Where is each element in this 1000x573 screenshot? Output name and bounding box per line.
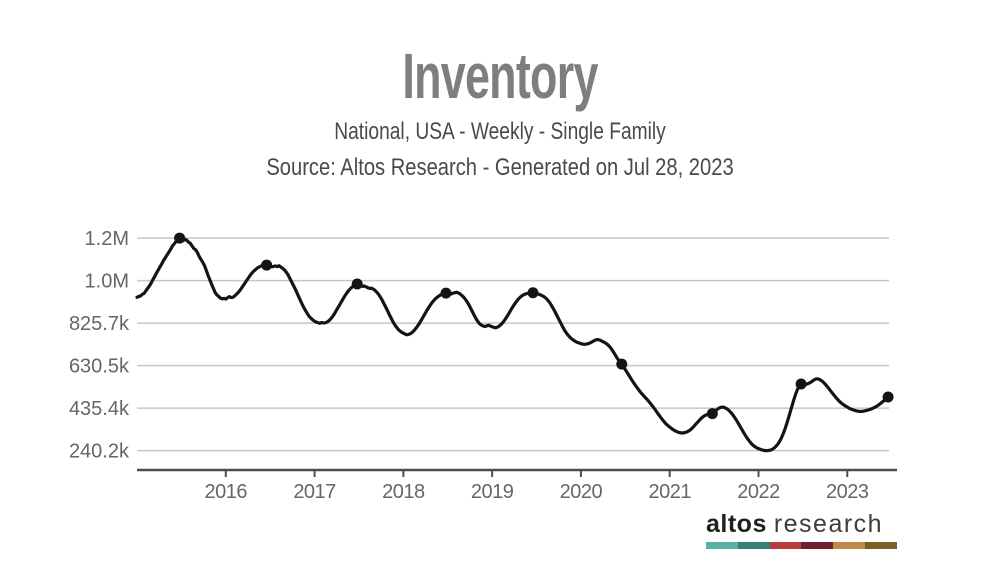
marker-dot bbox=[527, 287, 539, 299]
y-tick-label: 825.7k bbox=[69, 313, 130, 335]
y-tick-label: 630.5k bbox=[69, 356, 130, 378]
marker-dot bbox=[616, 358, 628, 370]
x-tick-label: 2021 bbox=[648, 481, 691, 503]
x-tick-label: 2023 bbox=[826, 481, 869, 503]
marker-dot bbox=[351, 278, 363, 290]
brand-bar-segment bbox=[737, 542, 770, 549]
marker-dot bbox=[440, 287, 452, 299]
brand-bar-segment bbox=[801, 542, 834, 549]
brand-bar-segment bbox=[769, 542, 802, 549]
x-tick-label: 2019 bbox=[471, 481, 514, 503]
y-tick-label: 435.4k bbox=[69, 398, 130, 420]
x-tick-label: 2018 bbox=[382, 481, 425, 503]
brand-bar-segment bbox=[865, 542, 897, 549]
x-tick-label: 2022 bbox=[737, 481, 780, 503]
marker-dot bbox=[882, 391, 894, 403]
brand-name-research: research bbox=[773, 510, 884, 538]
marker-dot bbox=[261, 259, 273, 271]
brand-name-altos: altos bbox=[706, 510, 767, 538]
x-tick-label: 2017 bbox=[293, 481, 336, 503]
brand-footer: altos research bbox=[706, 511, 897, 549]
marker-dot bbox=[795, 378, 807, 390]
brand-bar-segment bbox=[833, 542, 866, 549]
series-line bbox=[135, 236, 890, 453]
y-tick-label: 240.2k bbox=[69, 441, 130, 463]
brand-wordmark: altos research bbox=[706, 511, 897, 537]
x-tick-label: 2020 bbox=[560, 481, 603, 503]
y-tick-label: 1.0M bbox=[85, 271, 129, 293]
marker-dot bbox=[174, 232, 186, 244]
x-tick-label: 2016 bbox=[205, 481, 248, 503]
brand-bar-segment bbox=[706, 542, 738, 549]
marker-dot bbox=[706, 408, 718, 420]
brand-color-bar bbox=[706, 542, 897, 549]
y-tick-label: 1.2M bbox=[85, 228, 129, 250]
